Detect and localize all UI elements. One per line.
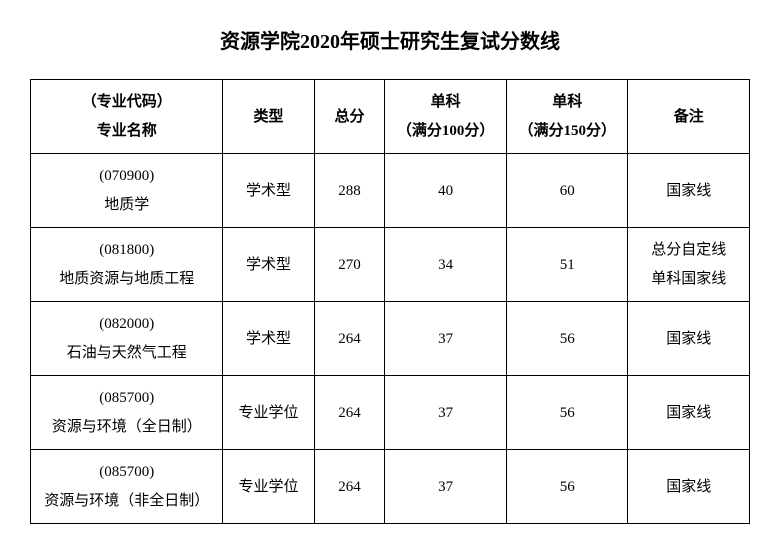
- cell-s100: 37: [385, 450, 507, 524]
- cell-note: 国家线: [628, 376, 750, 450]
- col-header-s150-line1: 单科: [511, 88, 624, 117]
- cell-s100: 40: [385, 154, 507, 228]
- col-header-s100: 单科 （满分100分）: [385, 80, 507, 154]
- table-row: (082000) 石油与天然气工程 学术型 264 37 56 国家线: [31, 302, 750, 376]
- cell-code: (070900): [35, 162, 218, 191]
- cell-s100: 37: [385, 376, 507, 450]
- cell-type: 学术型: [223, 228, 314, 302]
- table-body: (070900) 地质学 学术型 288 40 60 国家线 (081800) …: [31, 154, 750, 524]
- table-row: (085700) 资源与环境（非全日制） 专业学位 264 37 56 国家线: [31, 450, 750, 524]
- col-header-total: 总分: [314, 80, 385, 154]
- cell-major-name: 石油与天然气工程: [35, 339, 218, 368]
- table-header-row: （专业代码） 专业名称 类型 总分 单科 （满分100分） 单科 （满分150分…: [31, 80, 750, 154]
- cell-major: (082000) 石油与天然气工程: [31, 302, 223, 376]
- cell-note: 国家线: [628, 450, 750, 524]
- cell-type: 学术型: [223, 302, 314, 376]
- cell-note: 国家线: [628, 302, 750, 376]
- cell-type: 学术型: [223, 154, 314, 228]
- cell-note-line1: 总分自定线: [632, 236, 745, 265]
- cell-note: 国家线: [628, 154, 750, 228]
- cell-note: 总分自定线 单科国家线: [628, 228, 750, 302]
- cell-code: (085700): [35, 458, 218, 487]
- cell-s150: 60: [506, 154, 628, 228]
- cell-major-name: 地质资源与地质工程: [35, 265, 218, 294]
- cell-s100: 37: [385, 302, 507, 376]
- cell-note-line2: 单科国家线: [632, 265, 745, 294]
- cell-type: 专业学位: [223, 376, 314, 450]
- col-header-major-line2: 专业名称: [35, 117, 218, 146]
- col-header-major: （专业代码） 专业名称: [31, 80, 223, 154]
- cell-total: 264: [314, 302, 385, 376]
- cell-major: (085700) 资源与环境（非全日制）: [31, 450, 223, 524]
- col-header-s150: 单科 （满分150分）: [506, 80, 628, 154]
- cell-code: (081800): [35, 236, 218, 265]
- col-header-note: 备注: [628, 80, 750, 154]
- cell-s150: 56: [506, 302, 628, 376]
- cell-code: (085700): [35, 384, 218, 413]
- cell-s100: 34: [385, 228, 507, 302]
- score-table: （专业代码） 专业名称 类型 总分 单科 （满分100分） 单科 （满分150分…: [30, 79, 750, 524]
- cell-code: (082000): [35, 310, 218, 339]
- cell-total: 288: [314, 154, 385, 228]
- cell-major-name: 资源与环境（全日制）: [35, 413, 218, 442]
- table-row: (081800) 地质资源与地质工程 学术型 270 34 51 总分自定线 单…: [31, 228, 750, 302]
- cell-total: 270: [314, 228, 385, 302]
- col-header-type: 类型: [223, 80, 314, 154]
- cell-major: (085700) 资源与环境（全日制）: [31, 376, 223, 450]
- col-header-s100-line2: （满分100分）: [389, 117, 502, 146]
- cell-total: 264: [314, 376, 385, 450]
- page-title: 资源学院2020年硕士研究生复试分数线: [30, 25, 750, 54]
- cell-major: (081800) 地质资源与地质工程: [31, 228, 223, 302]
- cell-s150: 56: [506, 376, 628, 450]
- cell-major: (070900) 地质学: [31, 154, 223, 228]
- table-row: (085700) 资源与环境（全日制） 专业学位 264 37 56 国家线: [31, 376, 750, 450]
- cell-total: 264: [314, 450, 385, 524]
- cell-major-name: 地质学: [35, 191, 218, 220]
- col-header-s100-line1: 单科: [389, 88, 502, 117]
- col-header-s150-line2: （满分150分）: [511, 117, 624, 146]
- cell-major-name: 资源与环境（非全日制）: [35, 487, 218, 516]
- cell-s150: 56: [506, 450, 628, 524]
- cell-type: 专业学位: [223, 450, 314, 524]
- col-header-major-line1: （专业代码）: [35, 88, 218, 117]
- cell-s150: 51: [506, 228, 628, 302]
- table-row: (070900) 地质学 学术型 288 40 60 国家线: [31, 154, 750, 228]
